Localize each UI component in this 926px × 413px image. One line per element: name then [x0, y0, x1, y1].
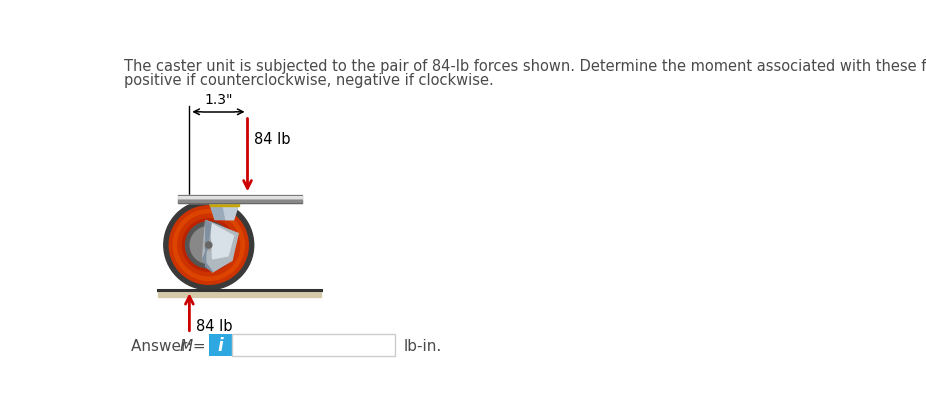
Bar	[178, 195, 302, 198]
FancyBboxPatch shape	[208, 335, 232, 356]
Circle shape	[206, 242, 212, 249]
Bar	[209, 200, 239, 206]
Text: 84 lb: 84 lb	[254, 132, 290, 147]
Polygon shape	[222, 203, 239, 220]
Circle shape	[164, 201, 254, 290]
Polygon shape	[203, 221, 238, 272]
Circle shape	[204, 240, 214, 251]
Text: lb-in.: lb-in.	[404, 338, 443, 353]
Circle shape	[185, 222, 232, 268]
Text: 1.3": 1.3"	[205, 93, 232, 107]
Circle shape	[182, 219, 235, 272]
Text: M: M	[180, 338, 193, 353]
Text: positive if counterclockwise, negative if clockwise.: positive if counterclockwise, negative i…	[123, 73, 494, 88]
Circle shape	[190, 227, 228, 264]
Polygon shape	[203, 221, 213, 272]
Text: The caster unit is subjected to the pair of 84-lb forces shown. Determine the mo: The caster unit is subjected to the pair…	[123, 59, 926, 74]
Bar	[158, 290, 321, 298]
Text: i: i	[218, 336, 223, 354]
FancyBboxPatch shape	[232, 335, 394, 356]
Bar	[178, 201, 302, 203]
Polygon shape	[211, 224, 233, 259]
Text: 84 lb: 84 lb	[195, 318, 232, 334]
Text: =: =	[188, 338, 206, 353]
Bar	[209, 200, 239, 202]
Text: Answer:: Answer:	[131, 338, 197, 353]
Circle shape	[173, 210, 244, 281]
Circle shape	[178, 215, 240, 276]
Bar	[178, 195, 302, 203]
Polygon shape	[209, 203, 239, 220]
Circle shape	[169, 206, 248, 285]
